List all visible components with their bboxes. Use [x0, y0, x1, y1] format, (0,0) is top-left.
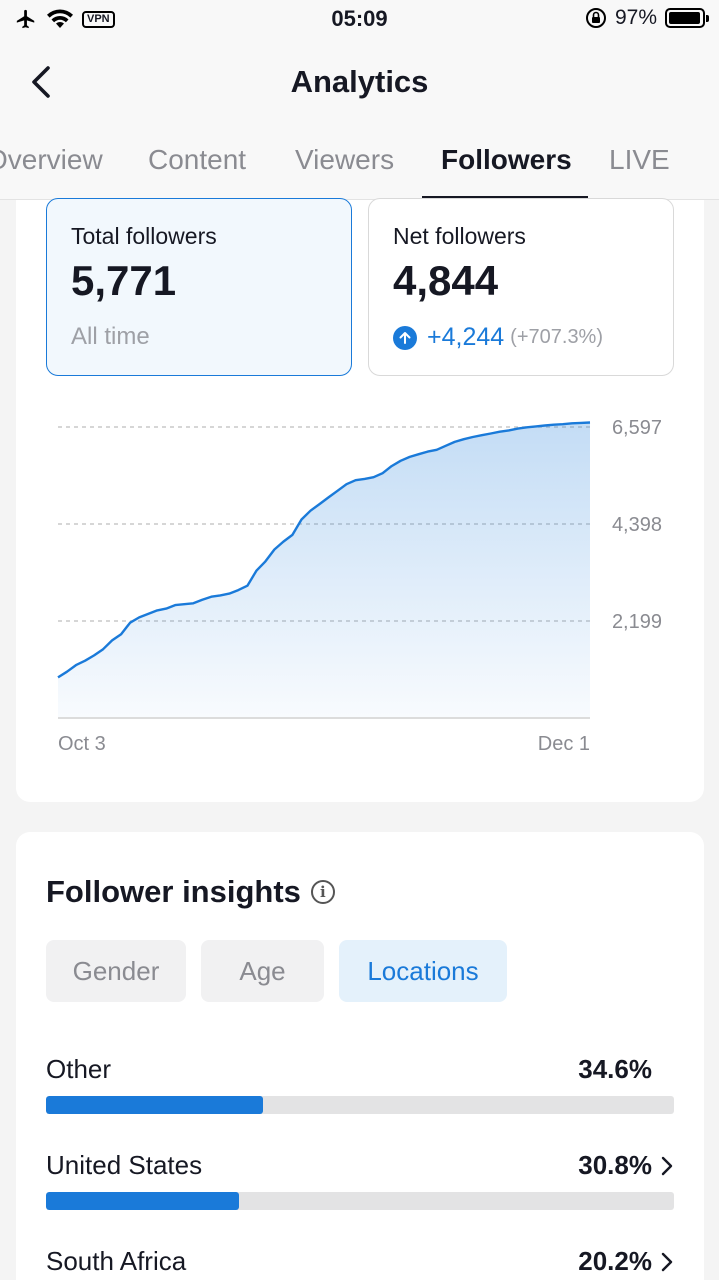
- status-bar: VPN 05:09 97%: [0, 0, 719, 40]
- info-icon[interactable]: i: [310, 880, 335, 904]
- chip-age[interactable]: Age: [201, 940, 324, 1002]
- chip-locations[interactable]: Locations: [339, 940, 507, 1002]
- follower-insights-card: Follower insights i Gender Age Locations…: [16, 832, 704, 1280]
- chart-line: [57, 421, 591, 679]
- location-bar-fill: [46, 1096, 264, 1114]
- tab-viewers[interactable]: Viewers: [295, 144, 395, 175]
- location-bar-track: [46, 1096, 674, 1114]
- total-followers-label: Total followers: [71, 223, 217, 249]
- page-title: Analytics: [290, 64, 429, 99]
- y-tick-label: 2,199: [612, 611, 662, 633]
- location-percent: 20.2%: [578, 1246, 652, 1276]
- tab-live[interactable]: LIVE: [609, 144, 670, 175]
- followers-card: Total followers 5,771 All time Net follo…: [16, 198, 704, 802]
- location-bar-fill: [46, 1192, 240, 1210]
- tab-underline: [422, 196, 588, 199]
- arrow-up-icon: [393, 325, 417, 350]
- back-arrow-icon[interactable]: [24, 62, 64, 102]
- net-followers-value: 4,844: [393, 257, 499, 304]
- net-followers-card[interactable]: Net followers 4,844 +4,244 (+707.3%): [368, 198, 674, 376]
- header: Analytics: [0, 52, 719, 112]
- net-followers-growth: +4,244 (+707.3%): [393, 323, 603, 352]
- vpn-badge: VPN: [82, 10, 115, 28]
- tab-content[interactable]: Content: [148, 144, 247, 175]
- y-tick-label: 6,597: [612, 417, 662, 439]
- airplane-icon: [16, 9, 35, 29]
- total-followers-card[interactable]: Total followers 5,771 All time: [46, 198, 352, 376]
- location-percent: 34.6%: [578, 1054, 652, 1084]
- chart-area: [58, 422, 590, 718]
- location-name: Other: [46, 1054, 112, 1084]
- chip-gender[interactable]: Gender: [46, 940, 186, 1002]
- location-percent: 30.8%: [578, 1150, 652, 1180]
- tab-followers[interactable]: Followers: [441, 144, 572, 175]
- y-tick-label: 4,398: [612, 514, 662, 536]
- total-followers-value: 5,771: [71, 257, 177, 304]
- followers-chart: Oct 3 Dec 1 6,597 4,398 2,199: [57, 417, 662, 755]
- net-followers-label: Net followers: [393, 223, 526, 249]
- x-label-start: Oct 3: [58, 733, 106, 755]
- insights-title: Follower insights i: [46, 874, 335, 910]
- location-bar-track: [46, 1192, 674, 1210]
- battery-fill: [669, 12, 701, 24]
- location-name: United States: [46, 1150, 203, 1180]
- tab-overview[interactable]: Overview: [0, 144, 103, 175]
- wifi-icon: [47, 9, 73, 28]
- status-right: 97%: [585, 6, 709, 30]
- status-time: 05:09: [331, 6, 388, 31]
- orientation-lock-icon: [585, 8, 606, 28]
- total-followers-period: All time: [71, 323, 150, 350]
- top-area: [0, 0, 719, 200]
- tab-bar: Overview Content Viewers Followers LIVE: [0, 130, 719, 200]
- battery-icon: [665, 8, 709, 28]
- status-left: VPN: [14, 8, 115, 30]
- location-name: South Africa: [46, 1246, 187, 1276]
- x-label-end: Dec 1: [538, 733, 590, 755]
- growth-value: +4,244: [427, 323, 505, 351]
- battery-percent: 97%: [614, 6, 657, 29]
- chevron-right-icon: [661, 1156, 673, 1176]
- chevron-right-icon: [661, 1252, 673, 1272]
- growth-percent: (+707.3%): [510, 326, 604, 348]
- insights-title-text: Follower insights: [46, 874, 301, 909]
